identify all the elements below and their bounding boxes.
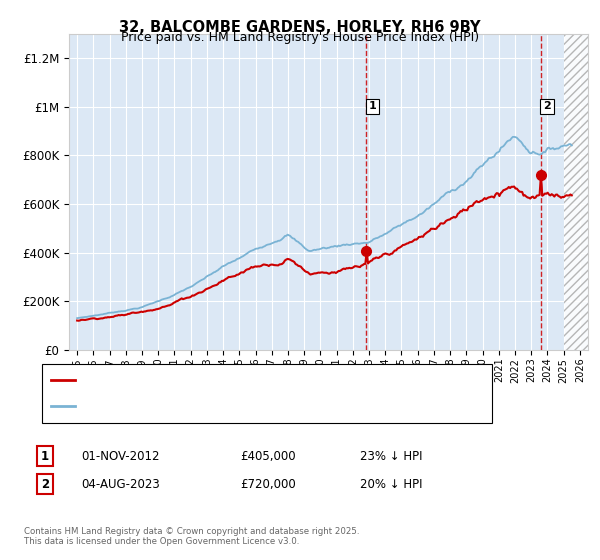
Bar — [563, 34, 588, 350]
Text: HPI: Average price, detached house, Reigate and Banstead: HPI: Average price, detached house, Reig… — [81, 402, 389, 412]
Text: £720,000: £720,000 — [240, 478, 296, 491]
Text: 2: 2 — [543, 101, 551, 111]
Text: 2: 2 — [41, 478, 49, 491]
Text: Contains HM Land Registry data © Crown copyright and database right 2025.
This d: Contains HM Land Registry data © Crown c… — [24, 526, 359, 546]
Text: £405,000: £405,000 — [240, 450, 296, 463]
Text: 32, BALCOMBE GARDENS, HORLEY, RH6 9BY: 32, BALCOMBE GARDENS, HORLEY, RH6 9BY — [119, 20, 481, 35]
Text: 20% ↓ HPI: 20% ↓ HPI — [360, 478, 422, 491]
Text: 1: 1 — [41, 450, 49, 463]
Text: 01-NOV-2012: 01-NOV-2012 — [81, 450, 160, 463]
Text: 1: 1 — [369, 101, 376, 111]
Text: 23% ↓ HPI: 23% ↓ HPI — [360, 450, 422, 463]
Text: 04-AUG-2023: 04-AUG-2023 — [81, 478, 160, 491]
Text: 32, BALCOMBE GARDENS, HORLEY, RH6 9BY (detached house): 32, BALCOMBE GARDENS, HORLEY, RH6 9BY (d… — [81, 375, 407, 385]
Text: Price paid vs. HM Land Registry's House Price Index (HPI): Price paid vs. HM Land Registry's House … — [121, 31, 479, 44]
